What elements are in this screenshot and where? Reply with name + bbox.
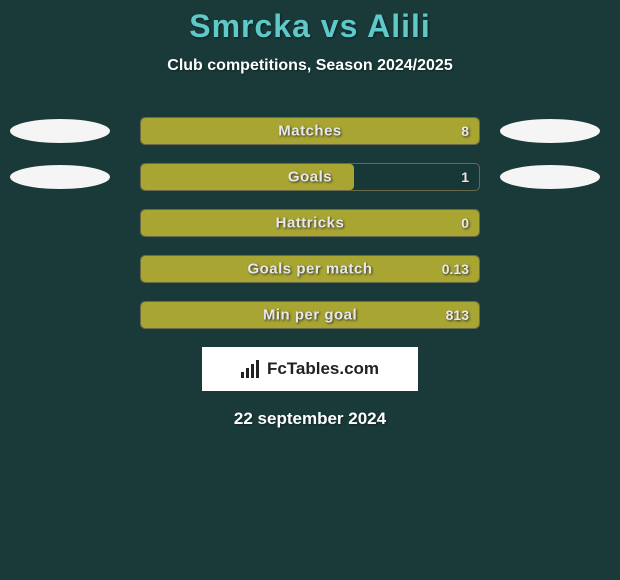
bar-label: Goals per match xyxy=(141,261,479,278)
logo-box[interactable]: FcTables.com xyxy=(202,347,418,391)
bar-track: Goals1 xyxy=(140,163,480,191)
stat-row: Min per goal813 xyxy=(0,301,620,329)
page-title: Smrcka vs Alili xyxy=(0,8,620,45)
bar-value: 813 xyxy=(446,307,469,323)
bar-label: Goals xyxy=(141,169,479,186)
player-right-marker xyxy=(500,119,600,143)
stat-row: Goals per match0.13 xyxy=(0,255,620,283)
bar-track: Goals per match0.13 xyxy=(140,255,480,283)
stat-row: Matches8 xyxy=(0,117,620,145)
bar-track: Matches8 xyxy=(140,117,480,145)
bar-label: Min per goal xyxy=(141,307,479,324)
player-left-marker xyxy=(10,165,110,189)
stat-row: Goals1 xyxy=(0,163,620,191)
bar-label: Matches xyxy=(141,123,479,140)
bar-value: 1 xyxy=(461,169,469,185)
bar-track: Hattricks0 xyxy=(140,209,480,237)
player-left-marker xyxy=(10,119,110,143)
bar-label: Hattricks xyxy=(141,215,479,232)
logo-text: FcTables.com xyxy=(267,359,379,379)
bar-value: 0.13 xyxy=(442,261,469,277)
comparison-widget: Smrcka vs Alili Club competitions, Seaso… xyxy=(0,0,620,429)
bar-value: 8 xyxy=(461,123,469,139)
bar-chart-icon xyxy=(241,360,261,378)
stats-chart: Matches8Goals1Hattricks0Goals per match0… xyxy=(0,117,620,329)
date-label: 22 september 2024 xyxy=(0,409,620,429)
page-subtitle: Club competitions, Season 2024/2025 xyxy=(0,57,620,75)
stat-row: Hattricks0 xyxy=(0,209,620,237)
bar-value: 0 xyxy=(461,215,469,231)
bar-track: Min per goal813 xyxy=(140,301,480,329)
player-right-marker xyxy=(500,165,600,189)
